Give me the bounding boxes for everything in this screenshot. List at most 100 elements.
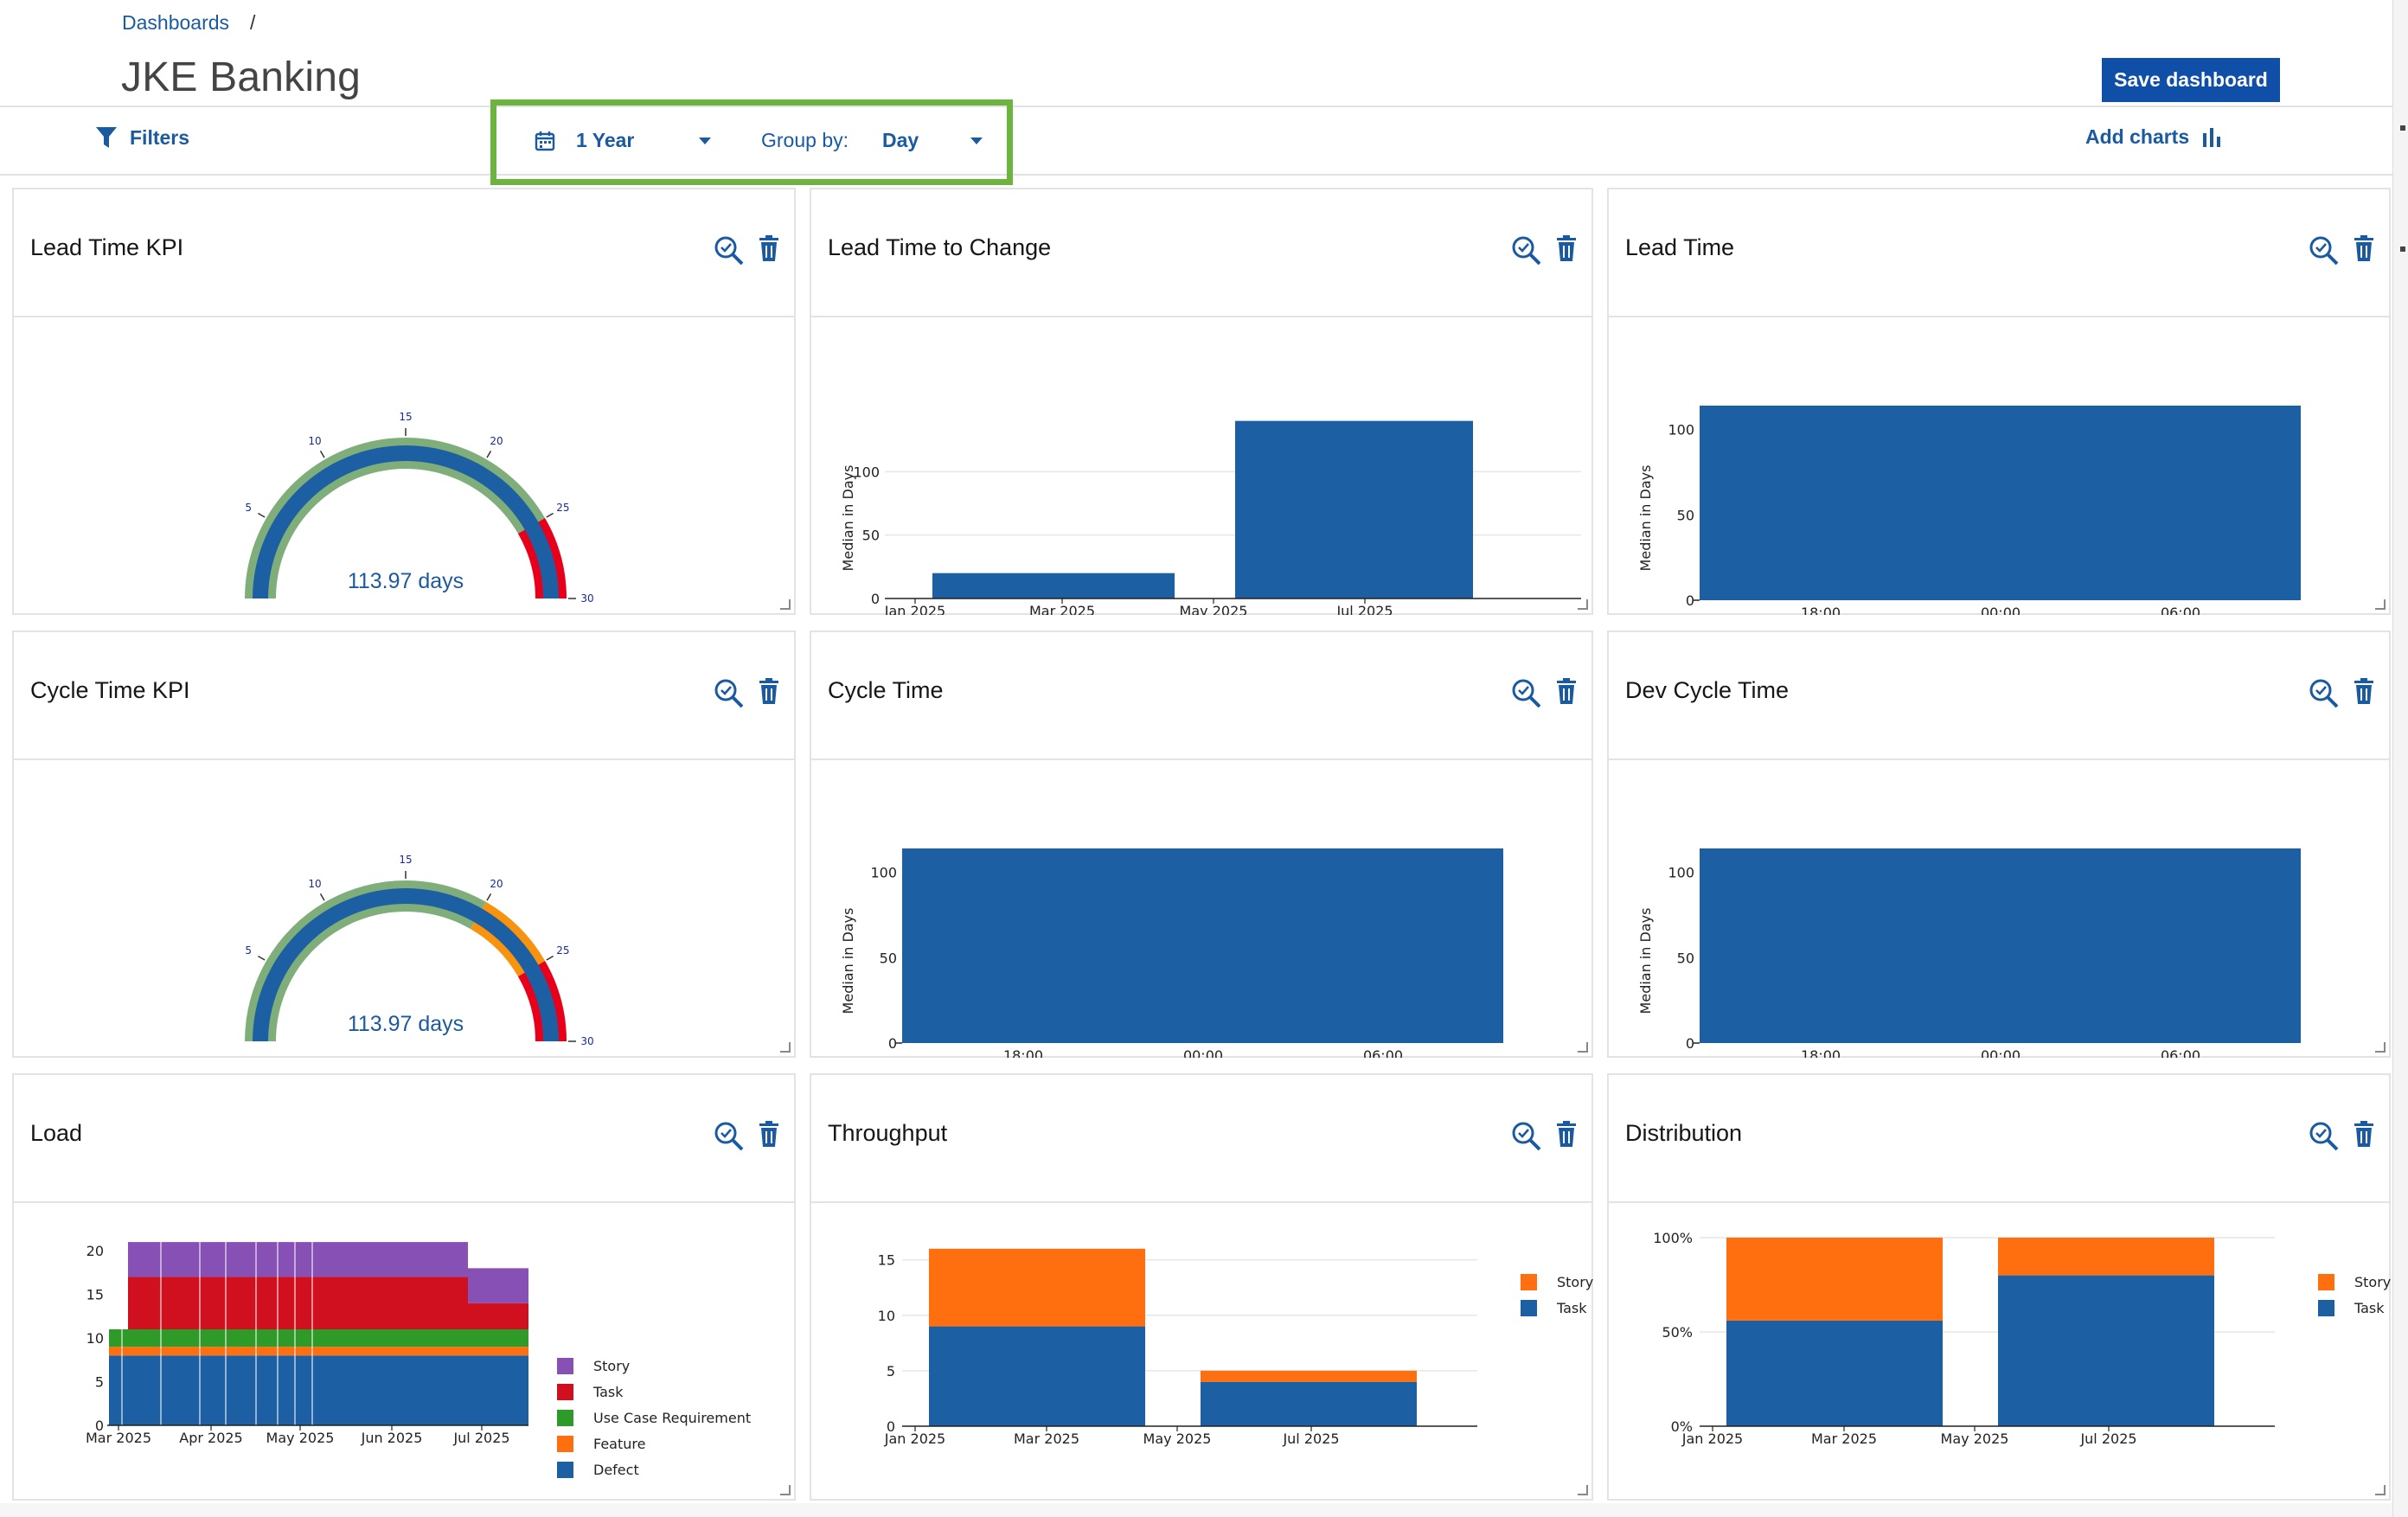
resize-handle[interactable] — [2375, 599, 2386, 610]
resize-handle[interactable] — [1578, 1485, 1588, 1495]
y-tick-label: 100% — [1653, 1230, 1693, 1246]
filters-label: Filters — [130, 125, 190, 149]
zoom-in-icon[interactable] — [2308, 234, 2341, 267]
trash-icon[interactable] — [1555, 234, 1578, 262]
trash-icon[interactable] — [2353, 234, 2375, 262]
x-tick-label: Jul 2025 — [452, 1430, 509, 1446]
card-title: Distribution — [1625, 1120, 1743, 1146]
gauge-tick-label: 20 — [490, 878, 503, 890]
resize-handle[interactable] — [780, 599, 791, 610]
card-title: Lead Time to Change — [828, 234, 1052, 260]
card-title: Dev Cycle Time — [1625, 677, 1790, 703]
trash-icon[interactable] — [1555, 677, 1578, 705]
legend-swatch — [557, 1384, 573, 1400]
card-header: Lead Time — [1609, 189, 2389, 317]
gauge-tick-label: 25 — [556, 944, 569, 957]
area-segment — [128, 1242, 468, 1277]
y-axis-label: Median in Days — [840, 465, 856, 572]
group-by-dropdown[interactable]: Day — [882, 129, 984, 152]
x-tick-label: Jan 2025 — [1681, 1431, 1743, 1447]
y-axis-label: Median in Days — [1637, 465, 1654, 572]
time-range-value: 1 Year — [576, 129, 635, 151]
x-tick-label: 06:00 — [1363, 1047, 1403, 1058]
filter-icon — [96, 127, 117, 148]
trash-icon[interactable] — [2353, 1120, 2375, 1148]
chevron-down-icon — [699, 137, 711, 144]
trash-icon[interactable] — [1555, 1120, 1578, 1148]
card-header: Distribution — [1609, 1075, 2389, 1203]
y-tick-label: 10 — [86, 1330, 104, 1347]
card-header: Dev Cycle Time — [1609, 632, 2389, 760]
zoom-in-icon[interactable] — [2308, 1120, 2341, 1153]
resize-handle[interactable] — [780, 1485, 791, 1495]
legend-label: Use Case Requirement — [593, 1410, 751, 1426]
gauge-value-label: 113.97 days — [348, 569, 464, 593]
y-tick-label: 0 — [95, 1418, 104, 1434]
x-tick-label: Mar 2025 — [1014, 1431, 1079, 1447]
resize-handle[interactable] — [2375, 1485, 2386, 1495]
y-tick-label: 50 — [880, 950, 897, 966]
resize-handle[interactable] — [1578, 1042, 1588, 1053]
area-segment — [468, 1268, 528, 1303]
resize-handle[interactable] — [780, 1042, 791, 1053]
y-axis-label: Median in Days — [840, 908, 856, 1015]
zoom-in-icon[interactable] — [1510, 677, 1543, 710]
area-segment — [128, 1277, 468, 1329]
card-title: Throughput — [828, 1120, 948, 1146]
gauge-tick — [546, 512, 554, 518]
area-segment — [109, 1347, 128, 1356]
chart-lead-time-to-change: 0 50 100 Jan 2025 Mar 2025 May 2025 Jul 2025 Me… — [840, 420, 1581, 615]
legend-swatch — [1521, 1274, 1537, 1290]
y-tick-label: 50% — [1662, 1324, 1693, 1341]
x-tick-label: Jul 2025 — [2079, 1431, 2136, 1447]
y-tick-label: 5 — [95, 1374, 104, 1391]
add-charts-button[interactable]: Add charts — [2085, 125, 2224, 149]
breadcrumb-link-dashboards[interactable]: Dashboards — [122, 11, 230, 34]
card-lead-time-kpi: Lead Time KPI 5 10 15 20 25 30 113.97 days — [12, 188, 796, 615]
toolbar-divider — [0, 174, 2392, 176]
y-tick-label: 0 — [887, 1418, 895, 1435]
chart-load: 0 5 10 15 20 Mar 2025 Apr 2025 May 2025 Jun 2025… — [86, 1232, 751, 1478]
chart-cycle-time-kpi: 5 10 15 20 25 30 113.97 days — [245, 854, 594, 1047]
zoom-in-icon[interactable] — [713, 677, 746, 710]
y-tick-label: 0 — [1686, 1035, 1694, 1052]
zoom-in-icon[interactable] — [713, 1120, 746, 1153]
zoom-in-icon[interactable] — [1510, 1120, 1543, 1153]
trash-icon[interactable] — [758, 677, 780, 705]
legend-swatch — [557, 1462, 573, 1478]
card-load: Load 0 5 10 15 20 Mar 2025 Apr 2025 May 2025 Jun … — [12, 1073, 796, 1501]
bar-segment — [1998, 1238, 2214, 1276]
chevron-down-icon — [970, 137, 983, 144]
x-tick-label: 00:00 — [1981, 1047, 2021, 1058]
bar-segment — [1726, 1238, 1943, 1321]
trash-icon[interactable] — [2353, 677, 2375, 705]
zoom-in-icon[interactable] — [1510, 234, 1543, 267]
filters-button[interactable]: Filters — [95, 125, 189, 150]
zoom-in-icon[interactable] — [2308, 677, 2341, 710]
x-tick-label: 06:00 — [2161, 605, 2200, 615]
save-dashboard-button[interactable]: Save dashboard — [2102, 58, 2280, 102]
resize-handle[interactable] — [1578, 599, 1588, 610]
bar — [902, 848, 1503, 1043]
legend-swatch — [557, 1358, 573, 1374]
card-cycle-time-kpi: Cycle Time KPI 5 10 15 20 25 30 113.97 days — [12, 630, 796, 1058]
time-range-dropdown[interactable]: 1 Year — [535, 129, 713, 152]
trash-icon[interactable] — [758, 234, 780, 262]
x-tick-label: 06:00 — [2161, 1047, 2200, 1058]
gauge-tick-label: 30 — [580, 1035, 593, 1047]
gauge-tick — [546, 955, 554, 961]
gauge-value-bar — [253, 888, 559, 1041]
trash-icon[interactable] — [758, 1120, 780, 1148]
chart-throughput: 0 5 10 15 Jan 2025 Mar 2025 May 2025 Jul 2025 St… — [878, 1248, 1593, 1447]
bar-chart-icon — [2203, 127, 2221, 147]
gauge-tick — [486, 451, 492, 458]
resize-handle[interactable] — [2375, 1042, 2386, 1053]
zoom-in-icon[interactable] — [713, 234, 746, 267]
x-tick-label: 00:00 — [1981, 605, 2021, 615]
card-header: Lead Time KPI — [14, 189, 794, 317]
y-tick-label: 20 — [86, 1243, 104, 1259]
